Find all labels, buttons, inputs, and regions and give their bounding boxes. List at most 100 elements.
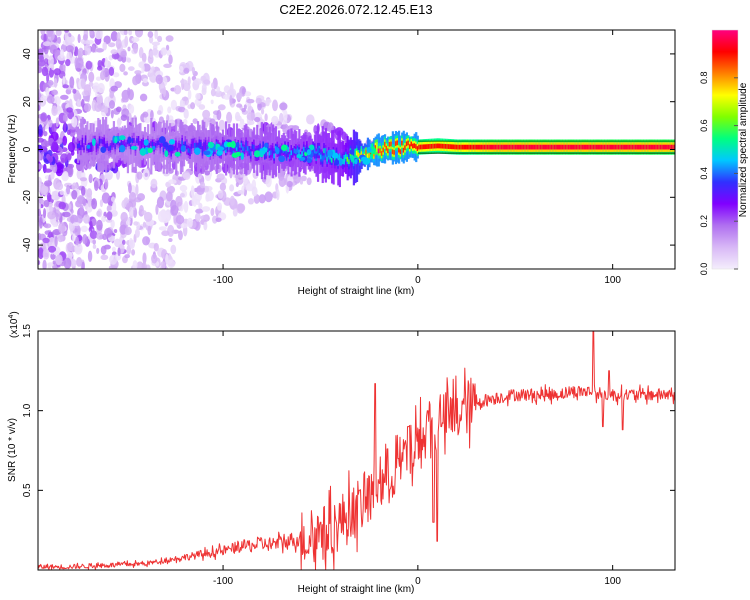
ridge-core (192, 140, 194, 146)
noise-blob (94, 101, 103, 112)
noise-blob (43, 180, 53, 187)
noise-blob (110, 196, 116, 202)
ridge-core (159, 143, 162, 149)
noise-blob (76, 168, 83, 180)
ridge-core (550, 144, 553, 150)
noise-blob (236, 203, 245, 214)
noise-blob (96, 210, 101, 217)
ridge-knot (306, 149, 312, 156)
colorbar-label: Normalized spectral amplitude (738, 82, 749, 217)
colorbar-tick-label: 0.8 (699, 72, 709, 85)
noise-blob (201, 83, 207, 93)
ridge-core (175, 142, 177, 148)
ridge-core (468, 144, 470, 150)
noise-blob (97, 82, 105, 94)
noise-blob (180, 79, 188, 84)
noise-blob (202, 109, 211, 120)
ridge-core (648, 144, 651, 150)
noise-blob (115, 106, 122, 113)
ridge-core (661, 144, 663, 150)
noise-blob (89, 220, 93, 232)
ridge-core (603, 144, 606, 150)
ridge-knot (331, 152, 339, 159)
ridge-core (570, 144, 573, 150)
noise-blob (133, 221, 139, 226)
noise-blob (234, 173, 241, 179)
noise-blob (260, 108, 265, 115)
noise-blob (91, 45, 96, 53)
ridge-core (530, 144, 533, 150)
noise-blob (219, 182, 227, 191)
noise-blob (216, 86, 221, 93)
noise-blob (210, 99, 214, 105)
ridge-knot (147, 147, 153, 154)
ridge-core (483, 144, 486, 150)
ridge-core (385, 145, 388, 151)
noise-blob (66, 152, 72, 161)
noise-blob (43, 130, 48, 137)
noise-blob (198, 104, 206, 110)
noise-blob (150, 110, 154, 120)
noise-blob (170, 204, 179, 216)
ridge-core (397, 147, 400, 153)
ridge-core (231, 147, 233, 153)
ridge-core (97, 143, 99, 149)
noise-blob (181, 96, 189, 102)
ridge-core (508, 144, 511, 150)
noise-blob (40, 30, 46, 35)
noise-blob (50, 171, 55, 180)
noise-blob (167, 106, 172, 114)
ridge-core (524, 144, 526, 150)
noise-blob (39, 183, 48, 196)
ridge-core (394, 141, 397, 146)
ridge-core (645, 144, 648, 150)
ridge-core (577, 144, 579, 150)
ridge-knot (203, 150, 211, 156)
noise-blob (80, 171, 86, 178)
noise-blob (66, 129, 71, 136)
ridge-knot (118, 135, 126, 141)
ridge-core (405, 141, 408, 147)
ridge-core (655, 144, 657, 150)
ridge-core (662, 144, 665, 150)
noise-blob (210, 207, 215, 217)
ridge-core (201, 148, 204, 154)
ridge-knot (240, 152, 244, 160)
ridge-core (157, 140, 160, 145)
noise-blob (58, 222, 66, 234)
noise-blob (42, 237, 50, 244)
ridge-core (611, 144, 614, 150)
noise-blob (96, 232, 104, 240)
noise-blob (100, 245, 107, 255)
noise-blob (38, 232, 42, 241)
noise-blob (115, 38, 122, 50)
noise-blob (89, 230, 98, 239)
ridge-core (240, 142, 243, 148)
snr-xtick-label: 100 (604, 576, 621, 587)
ridge-knot (275, 147, 280, 155)
ridge-core (313, 148, 316, 154)
noise-blob (66, 34, 75, 44)
noise-blob (151, 41, 161, 46)
noise-blob (57, 54, 66, 61)
noise-blob (47, 155, 54, 163)
spectrogram-ytick-label: -20 (22, 190, 33, 205)
colorbar: 0.0 0.2 0.4 0.6 0.8 Normalized spectral ampl… (699, 29, 749, 275)
ridge-core (133, 138, 135, 143)
noise-blob (142, 111, 149, 118)
ridge-core (485, 144, 487, 150)
noise-blob (265, 175, 272, 188)
noise-blob (127, 66, 135, 71)
noise-blob (158, 226, 167, 231)
ridge-core (482, 144, 484, 150)
ridge-knot (217, 146, 225, 151)
noise-blob (72, 233, 76, 242)
noise-blob (42, 208, 47, 219)
noise-blob (200, 214, 209, 221)
noise-blob (43, 168, 53, 173)
noise-blob (78, 47, 84, 58)
noise-blob (150, 178, 158, 189)
noise-blob (120, 114, 128, 122)
spectrogram-xtick-label: 100 (604, 275, 621, 286)
noise-blob (48, 55, 54, 68)
